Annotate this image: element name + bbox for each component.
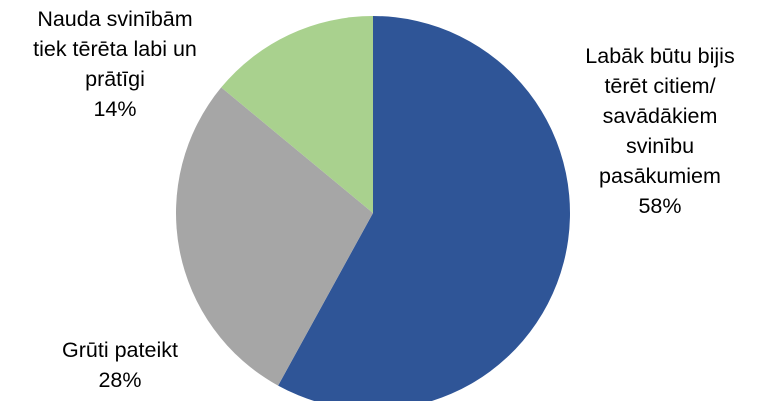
pie-slice-0 [278, 16, 570, 401]
slice-value-label: 28% [98, 368, 141, 392]
slice-label-line: tērēt citiem/ [604, 74, 715, 98]
slice-value-label: 14% [93, 97, 136, 121]
slice-label-line: svinību [626, 134, 694, 158]
slice-label-line: Nauda svinībām [37, 7, 192, 31]
slice-label-line: tiek tērēta labi un [33, 37, 197, 61]
pie-slice-2 [221, 16, 373, 213]
slice-label-line: Labāk būtu bijis [585, 44, 734, 68]
slice-label-line: Grūti pateikt [62, 338, 178, 362]
slice-label-line: savādākiem [603, 104, 718, 128]
pie-labels: Labāk būtu bijis tērēt citiem/savādākiem s… [33, 7, 735, 392]
slice-label-2: Nauda svinībām tiek tērēta labi un prātīgi… [33, 7, 197, 121]
slice-label-0: Labāk būtu bijis tērēt citiem/savādākiem s… [585, 44, 734, 218]
slice-label-line: pasākumiem [599, 164, 721, 188]
slice-value-label: 58% [638, 194, 681, 218]
pie-slice-1 [176, 87, 373, 386]
slice-label-line: prātīgi [85, 67, 145, 91]
pie-slices [176, 16, 570, 401]
slice-label-1: Grūti pateikt 28% [62, 338, 178, 392]
